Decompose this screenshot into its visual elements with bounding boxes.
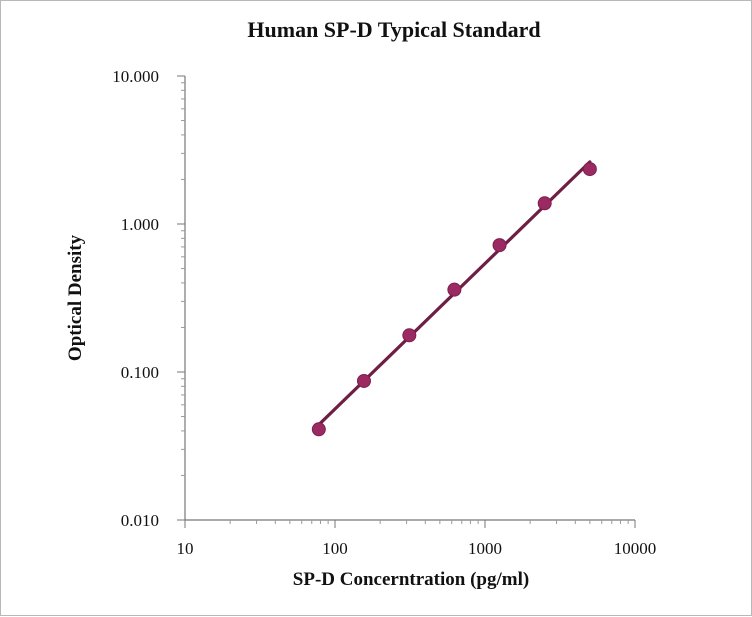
chart-title: Human SP-D Typical Standard (247, 17, 540, 42)
x-tick-label: 10 (177, 539, 194, 558)
data-point (447, 282, 462, 297)
y-tick-label: 10.000 (112, 67, 159, 86)
y-tick-label: 0.010 (121, 511, 159, 530)
ticks (177, 75, 636, 528)
y-tick-label: 0.100 (121, 363, 159, 382)
data-point (356, 373, 371, 388)
x-tick-label: 10000 (614, 539, 657, 558)
y-tick-label: 1.000 (121, 215, 159, 234)
axes (184, 76, 635, 521)
x-tick-label: 1000 (468, 539, 502, 558)
x-axis-label: SP-D Concerntration (pg/ml) (293, 569, 529, 590)
data-point (537, 196, 552, 211)
data-points (311, 162, 597, 437)
x-tick-label: 100 (322, 539, 348, 558)
y-axis-label: Optical Density (65, 234, 86, 361)
tick-labels: 10 100 1000 10000 0.010 0.100 1.000 10.000 (112, 67, 656, 558)
data-point (582, 162, 597, 177)
data-point (311, 422, 326, 437)
data-point (402, 328, 417, 343)
data-point (492, 238, 507, 253)
